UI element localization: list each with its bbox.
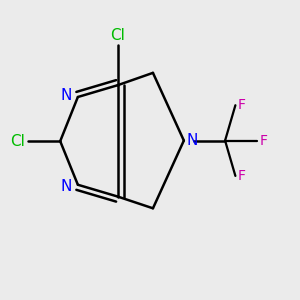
Text: Cl: Cl <box>11 134 26 149</box>
Text: N: N <box>61 179 72 194</box>
Text: Cl: Cl <box>110 28 125 43</box>
Text: N: N <box>187 133 198 148</box>
Text: F: F <box>238 169 246 183</box>
Text: N: N <box>61 88 72 103</box>
Text: F: F <box>238 98 246 112</box>
Text: F: F <box>260 134 268 148</box>
